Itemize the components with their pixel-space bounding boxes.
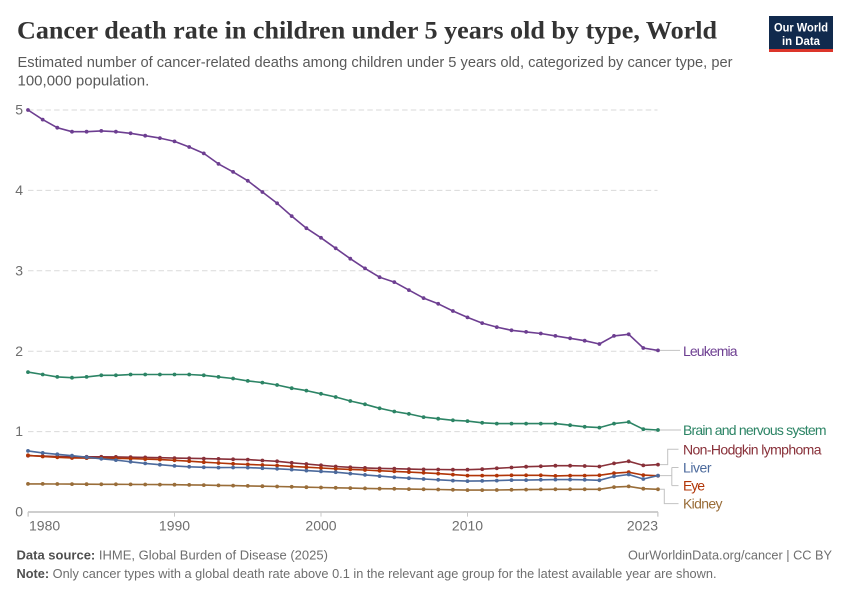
svg-text:Data source: IHME, Global Burd: Data source: IHME, Global Burden of Dise… xyxy=(17,548,328,563)
svg-text:5: 5 xyxy=(15,102,23,118)
svg-text:Leukemia: Leukemia xyxy=(683,343,738,359)
svg-text:4: 4 xyxy=(15,182,23,198)
svg-text:Non-Hodgkin lymphoma: Non-Hodgkin lymphoma xyxy=(683,441,822,457)
svg-text:Liver: Liver xyxy=(683,459,712,475)
svg-text:Cancer death rate in children: Cancer death rate in children under 5 ye… xyxy=(17,17,717,44)
svg-text:3: 3 xyxy=(15,262,23,278)
svg-text:1990: 1990 xyxy=(159,518,190,534)
svg-text:1: 1 xyxy=(15,423,23,439)
svg-text:100,000 population.: 100,000 population. xyxy=(18,73,150,90)
svg-text:Our World: Our World xyxy=(774,21,828,35)
svg-text:1980: 1980 xyxy=(29,518,60,534)
svg-text:OurWorldinData.org/cancer | CC: OurWorldinData.org/cancer | CC BY xyxy=(628,548,832,563)
svg-text:Kidney: Kidney xyxy=(683,495,723,511)
svg-text:2023: 2023 xyxy=(627,518,658,534)
svg-text:Estimated number of cancer-rel: Estimated number of cancer-related death… xyxy=(18,54,733,71)
svg-text:2: 2 xyxy=(15,343,23,359)
svg-text:2010: 2010 xyxy=(452,518,483,534)
svg-text:Eye: Eye xyxy=(683,477,705,493)
svg-text:Brain and nervous system: Brain and nervous system xyxy=(683,422,827,438)
svg-text:in Data: in Data xyxy=(782,34,820,48)
svg-text:2000: 2000 xyxy=(305,518,336,534)
svg-text:0: 0 xyxy=(15,504,23,520)
svg-text:Note: Only cancer types with a: Note: Only cancer types with a global de… xyxy=(17,566,717,581)
